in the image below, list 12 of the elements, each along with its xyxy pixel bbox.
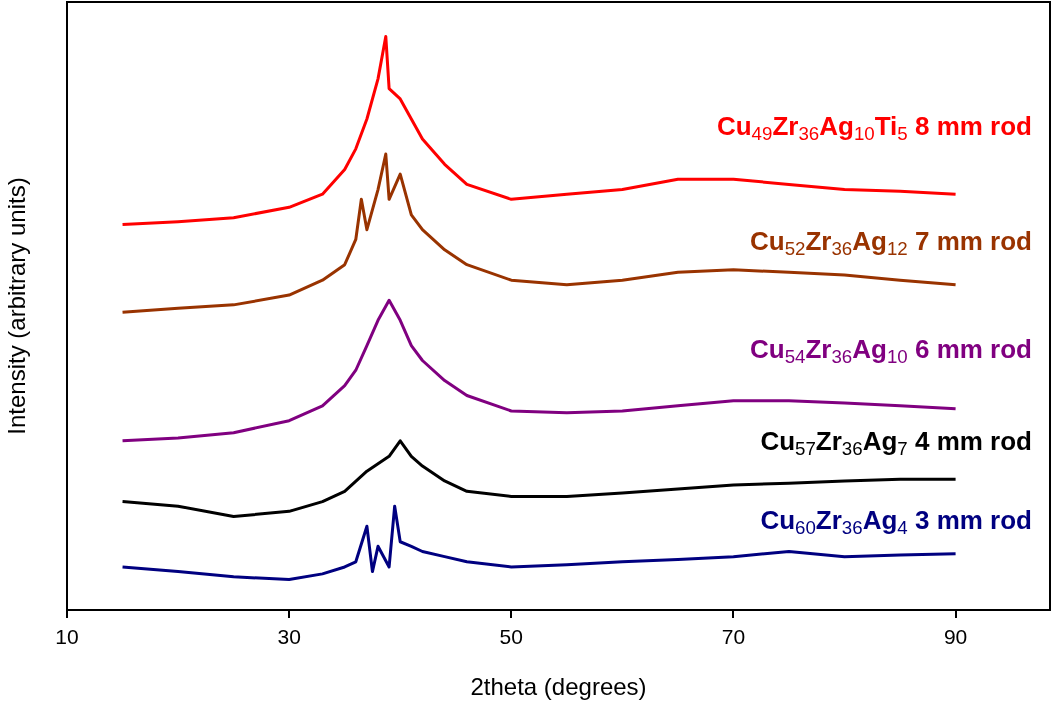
x-tick-label: 50 — [499, 625, 523, 649]
series-label: Cu$_{60}$Zr$_{36}$Ag$_{4}$ 3 mm rod — [760, 504, 1032, 538]
series-label: Cu$_{54}$Zr$_{36}$Ag$_{10}$ 6 mm rod — [749, 333, 1032, 367]
series-label: Cu$_{57}$Zr$_{36}$Ag$_{7}$ 4 mm rod — [760, 426, 1032, 459]
x-tick-label: 30 — [277, 625, 301, 649]
y-axis-title: Intensity (arbitrary units) — [3, 177, 31, 435]
x-tick-label: 70 — [721, 625, 746, 649]
x-tick-label: 90 — [943, 625, 968, 649]
x-tick-label: 10 — [55, 625, 79, 649]
text: Cu$_{49}$Zr$_{36}$Ag$_{10}$Ti$_{5}$ 8 mm rod — [716, 111, 1032, 144]
series-label: Cu$_{52}$Zr$_{36}$Ag$_{12}$ 7 mm rod — [749, 225, 1032, 259]
x-axis-title: 2theta (degrees) — [470, 673, 647, 701]
